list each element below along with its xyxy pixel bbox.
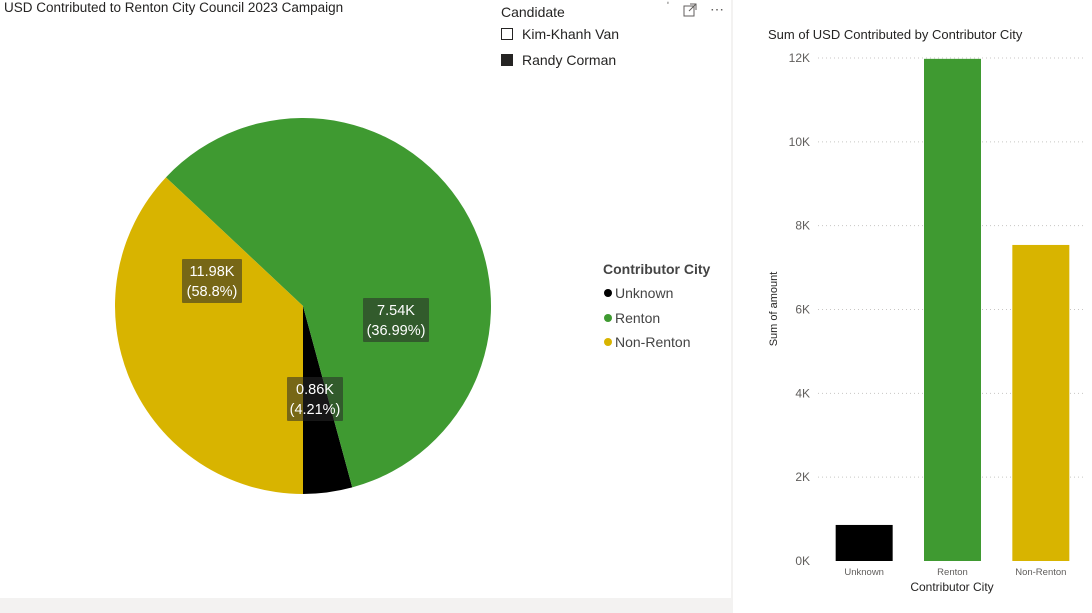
focus-mode-icon[interactable]	[683, 3, 697, 20]
slicer-item-label: Kim-Khanh Van	[522, 26, 620, 42]
pie-visual-panel[interactable]: USD Contributed to Renton City Council 2…	[0, 0, 731, 598]
svg-text:11.98K: 11.98K	[190, 264, 235, 280]
slicer-item-kim-khanh-van[interactable]: Kim-Khanh Van	[501, 26, 619, 42]
legend-title: Contributor City	[603, 261, 711, 277]
svg-text:(58.8%): (58.8%)	[187, 284, 238, 300]
svg-text:0.86K: 0.86K	[296, 382, 334, 398]
y-tick-label: 6K	[795, 303, 810, 317]
bar-visual-panel[interactable]: Sum of USD Contributed by Contributor Ci…	[733, 0, 1092, 613]
x-tick-label: Renton	[937, 567, 968, 578]
more-options-icon[interactable]: ⋯	[710, 1, 724, 17]
svg-text:(36.99%): (36.99%)	[367, 323, 426, 339]
svg-text:7.54K: 7.54K	[377, 303, 415, 319]
y-tick-label: 12K	[789, 51, 810, 65]
pie-chart-title: USD Contributed to Renton City Council 2…	[4, 0, 344, 15]
legend-dot-icon	[604, 289, 612, 297]
legend-item-non-renton[interactable]: Non-Renton	[604, 334, 691, 350]
legend-item-unknown[interactable]: Unknown	[604, 285, 673, 301]
pie-label-renton: 11.98K (58.8%)	[182, 259, 242, 303]
checkbox-checked-icon[interactable]	[501, 54, 513, 66]
pie-slice-renton[interactable]	[165, 117, 492, 488]
bar-chart: 0K 2K 4K 6K 8K 10K 12K Unknown Renton Non-Renton C…	[768, 51, 1083, 594]
bar-non-renton[interactable]	[1012, 244, 1070, 561]
checkbox-icon[interactable]	[501, 28, 513, 40]
legend-item-label: Renton	[615, 310, 661, 326]
legend-dot-icon	[604, 314, 612, 322]
y-tick-label: 4K	[795, 386, 810, 400]
x-tick-label: Non-Renton	[1015, 567, 1066, 578]
slicer-item-randy-corman[interactable]: Randy Corman	[501, 52, 616, 68]
y-axis-title: Sum of amount	[768, 272, 780, 347]
x-axis-title: Contributor City	[910, 580, 993, 594]
bar-chart-title: Sum of USD Contributed by Contributor Ci…	[768, 27, 1023, 42]
bar-renton[interactable]	[924, 58, 981, 562]
bar-unknown[interactable]	[835, 524, 893, 561]
pie-label-unknown: 0.86K (4.21%)	[287, 377, 343, 421]
pie-chart: 0.86K (4.21%) 11.98K (58.8%) 7.54K (36.99%)	[114, 117, 492, 494]
y-tick-label: 8K	[795, 219, 810, 233]
legend-item-label: Unknown	[615, 285, 674, 301]
filter-icon[interactable]: ʹ	[667, 1, 669, 12]
legend-item-renton[interactable]: Renton	[604, 310, 660, 326]
x-tick-label: Unknown	[844, 567, 884, 578]
svg-text:(4.21%): (4.21%)	[290, 402, 341, 418]
slicer-item-label: Randy Corman	[522, 52, 617, 68]
y-tick-label: 10K	[789, 135, 810, 149]
legend-dot-icon	[604, 338, 612, 346]
legend-item-label: Non-Renton	[615, 334, 691, 350]
y-tick-label: 2K	[795, 470, 810, 484]
pie-label-non-renton: 7.54K (36.99%)	[363, 298, 429, 342]
slicer-title: Candidate	[501, 4, 565, 20]
y-tick-label: 0K	[795, 554, 810, 568]
pie-slice-non-renton[interactable]	[114, 177, 303, 494]
